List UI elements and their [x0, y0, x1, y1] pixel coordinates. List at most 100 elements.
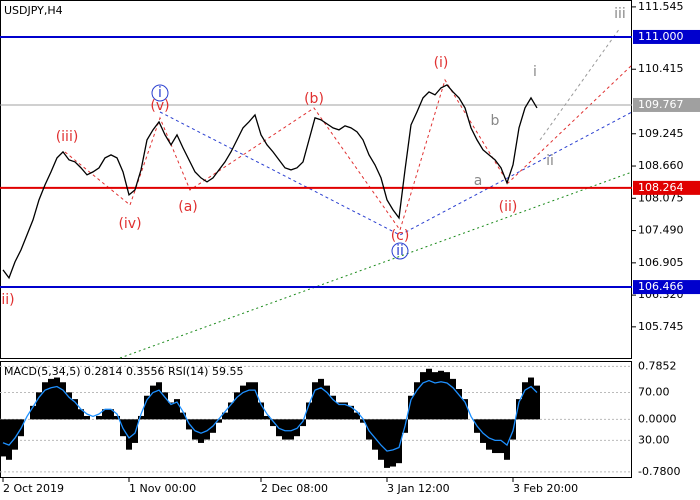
macd-bar [492, 419, 498, 454]
indicator-title: MACD(5,34,5) 0.2814 0.3556 RSI(14) 59.55 [4, 365, 243, 378]
wave-label: (a) [178, 199, 198, 215]
wave-projections [64, 27, 633, 359]
macd-bar [486, 419, 492, 450]
rsi-line [2, 379, 538, 452]
macd-bar [270, 419, 276, 427]
macd-bar [300, 419, 306, 427]
macd-bar [48, 378, 54, 420]
macd-bar [108, 409, 114, 420]
macd-bar [174, 399, 180, 420]
macd-bar [156, 382, 162, 420]
macd-bar [60, 382, 66, 420]
macd-bar [360, 419, 366, 423]
y-tick-label: 106.905 [638, 256, 684, 269]
macd-bar [426, 368, 432, 420]
macd-bar [102, 409, 108, 420]
wave-label: a [474, 173, 483, 189]
macd-bar [240, 385, 246, 420]
chart-title: USDJPY,H4 [4, 4, 63, 17]
macd-bar [312, 382, 318, 420]
macd-bar [144, 395, 150, 420]
wave-label: (iii) [56, 129, 79, 145]
wave-label: ii) [1, 292, 14, 308]
macd-bar [498, 419, 504, 454]
wave-label: ii [396, 243, 404, 259]
macd-bar [36, 392, 42, 420]
y-tick-label: 107.490 [638, 224, 684, 237]
wave-label: i [158, 85, 162, 101]
level-tag [633, 280, 700, 295]
macd-bar [258, 402, 264, 420]
level-tag [633, 180, 700, 195]
macd-bar [216, 419, 222, 423]
gray-dashed [539, 27, 621, 141]
y-tick-label: -0.7800 [638, 465, 680, 478]
macd-bar [96, 415, 102, 420]
macd-bar [396, 419, 402, 464]
wave-circle [391, 242, 409, 260]
macd-bar [324, 385, 330, 420]
macd-bar [114, 415, 120, 420]
macd-bar [450, 378, 456, 420]
macd-bar [138, 415, 144, 420]
price-line [2, 84, 538, 280]
macd-bar [78, 409, 84, 420]
macd-bar [12, 419, 18, 450]
wave-label: i [533, 64, 537, 80]
wave-label: b [491, 113, 500, 129]
blue-dashed [159, 111, 633, 236]
y-tick-label: 0.7852 [638, 359, 677, 372]
macd-bar [330, 395, 336, 420]
macd-bar [0, 419, 6, 457]
macd-bar [432, 372, 438, 420]
macd-bar [462, 399, 468, 420]
macd-bar [414, 382, 420, 420]
level-label: 109.767 [638, 98, 684, 111]
y-tick-label: 105.745 [638, 320, 684, 333]
macd-bar [408, 395, 414, 420]
macd-bar [438, 370, 444, 420]
macd-bar [342, 402, 348, 420]
macd-bar [336, 402, 342, 420]
level-label: 111.000 [638, 30, 684, 43]
macd-bar [354, 412, 360, 420]
macd-bar [534, 385, 540, 420]
wave-label: (i) [434, 55, 449, 71]
macd-bar [246, 382, 252, 420]
macd-bar [6, 419, 12, 460]
x-tick-label: 3 Feb 20:00 [513, 482, 578, 495]
macd-bar [150, 385, 156, 420]
x-tick-label: 2 Dec 08:00 [261, 482, 328, 495]
red-dashed [64, 64, 633, 232]
x-tick-label: 2 Oct 2019 [3, 482, 64, 495]
wave-label: (c) [391, 228, 410, 244]
level-tag [633, 29, 700, 44]
y-tick-label: 108.660 [638, 159, 684, 172]
macd-bar [444, 372, 450, 420]
main-frame [0, 0, 632, 359]
macd-bar [522, 382, 528, 420]
wave-label: (b) [304, 91, 324, 107]
macd-bar [480, 419, 486, 443]
wave-label: (v) [150, 98, 169, 114]
level-label: 106.466 [638, 280, 684, 293]
macd-bar [282, 419, 288, 440]
macd-bar [168, 402, 174, 420]
macd-bar [318, 378, 324, 420]
macd-bar [306, 402, 312, 420]
macd-bar [390, 419, 396, 467]
macd-bar [420, 372, 426, 420]
green-dotted [119, 171, 633, 359]
macd-bar [384, 419, 390, 468]
y2-tick-label: 30.00 [638, 433, 670, 446]
macd-bar [348, 405, 354, 420]
y2-tick-label: 70.00 [638, 386, 670, 399]
macd-bar [372, 419, 378, 450]
macd-bar [72, 399, 78, 420]
macd-bar [228, 402, 234, 420]
wave-label: (ii) [499, 199, 518, 215]
macd-bar [504, 419, 510, 460]
macd-bar [42, 382, 48, 420]
macd-bar [198, 419, 204, 443]
